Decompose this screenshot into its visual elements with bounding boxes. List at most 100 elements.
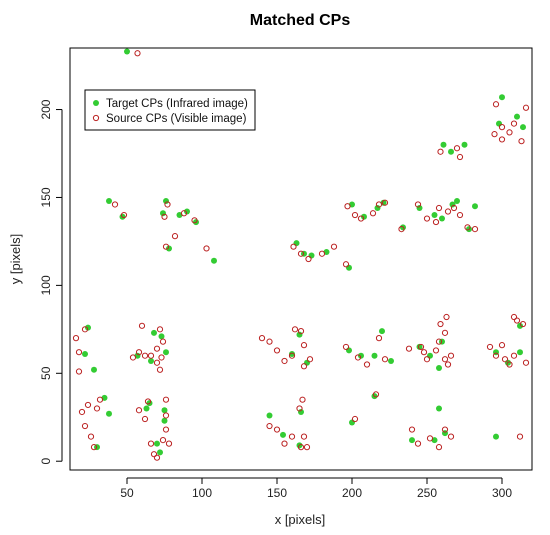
- source-cp-point: [344, 203, 351, 210]
- target-cp-point: [163, 349, 169, 356]
- source-cp-point: [297, 250, 305, 257]
- source-cp-point: [299, 396, 306, 403]
- source-cp-point: [291, 326, 299, 333]
- target-cp-point: [499, 94, 505, 101]
- source-cp-point: [351, 211, 359, 219]
- target-cp-point: [448, 148, 454, 155]
- source-cp-point: [258, 335, 266, 342]
- target-cp-point: [517, 322, 523, 329]
- target-cp-point: [289, 350, 295, 357]
- target-cp-point: [298, 408, 304, 415]
- target-cp-point: [431, 212, 438, 219]
- source-cp-point: [141, 415, 149, 423]
- source-cp-point: [450, 204, 458, 212]
- source-cp-point: [417, 343, 425, 351]
- source-cp-point: [318, 250, 326, 257]
- source-cp-point: [156, 326, 164, 333]
- target-cp-point: [349, 419, 355, 426]
- source-cp-point: [498, 136, 506, 143]
- source-cp-point: [87, 433, 95, 440]
- target-cp-point: [388, 357, 394, 364]
- legend-box: [84, 89, 256, 131]
- target-cp-point: [427, 352, 433, 359]
- target-cp-point: [280, 431, 286, 438]
- source-cp-point: [81, 422, 89, 430]
- target-cp-point: [151, 329, 157, 336]
- x-tick-label: 300: [492, 486, 512, 500]
- source-cp-point: [161, 213, 168, 220]
- source-cp-point: [342, 343, 350, 351]
- x-tick-label: 250: [417, 486, 437, 500]
- source-cp-point: [81, 326, 89, 333]
- x-tick-label: 50: [120, 486, 134, 500]
- source-cp-point: [330, 243, 338, 250]
- source-cp-point: [288, 352, 296, 359]
- target-cp-point: [143, 405, 150, 412]
- target-cp-point: [161, 417, 168, 424]
- source-cp-point: [518, 138, 525, 145]
- source-cp-point: [111, 201, 119, 208]
- source-cp-point: [519, 320, 527, 328]
- y-tick-label: 50: [39, 366, 53, 380]
- target-cp-point: [358, 352, 364, 359]
- target-cp-point: [374, 205, 381, 212]
- source-cp-point: [156, 366, 164, 373]
- target-cp-point: [106, 197, 112, 204]
- source-cp-point: [150, 451, 158, 458]
- source-cp-point: [290, 243, 297, 250]
- source-cp-point: [134, 50, 141, 57]
- source-cp-point: [300, 363, 308, 370]
- source-cp-point: [273, 347, 281, 354]
- source-cp-point: [498, 124, 506, 131]
- source-cp-point: [162, 426, 170, 433]
- source-cp-point: [510, 313, 518, 321]
- source-cp-point: [72, 335, 80, 342]
- source-cp-point: [381, 356, 389, 363]
- x-axis-label: x [pixels]: [275, 512, 326, 527]
- source-cp-point: [147, 352, 155, 359]
- source-cp-point: [305, 255, 312, 263]
- source-cp-point: [414, 440, 422, 447]
- y-tick-label: 0: [39, 458, 53, 465]
- source-cp-point: [375, 201, 383, 208]
- target-cp-point: [346, 347, 352, 354]
- source-cp-point: [453, 145, 461, 152]
- target-cp-point: [106, 410, 112, 417]
- target-cp-point: [409, 437, 415, 444]
- source-cp-point: [510, 352, 518, 359]
- source-cp-point: [501, 356, 509, 363]
- source-cp-point: [162, 243, 170, 250]
- source-cp-point: [464, 224, 471, 231]
- target-cp-point: [371, 352, 378, 359]
- source-cp-point: [441, 426, 449, 433]
- source-cp-point: [354, 354, 362, 361]
- source-cp-point: [153, 359, 161, 366]
- source-cp-point: [165, 440, 173, 447]
- source-cp-point: [398, 226, 405, 233]
- source-cp-point: [351, 415, 359, 423]
- source-cp-point: [180, 210, 188, 217]
- source-cp-point: [159, 338, 167, 345]
- source-cp-point: [447, 433, 455, 440]
- legend-marker-target: [93, 100, 99, 106]
- target-cp-point: [157, 449, 163, 456]
- source-cp-point: [435, 338, 443, 345]
- source-cp-point: [513, 317, 521, 324]
- x-tick-label: 100: [192, 486, 212, 500]
- plot-frame: [69, 47, 533, 471]
- source-cp-point: [300, 433, 308, 440]
- target-cp-point: [184, 208, 190, 215]
- source-cp-point: [296, 405, 303, 412]
- source-cp-point: [443, 313, 450, 321]
- target-cp-point: [91, 366, 97, 373]
- source-cp-point: [435, 204, 443, 212]
- source-cp-point: [510, 120, 518, 127]
- source-cp-point: [408, 426, 416, 433]
- source-cp-point: [432, 347, 440, 354]
- source-cp-point: [516, 433, 524, 440]
- source-cp-point: [405, 345, 413, 352]
- source-cp-point: [492, 352, 500, 359]
- source-cp-point: [162, 396, 170, 403]
- source-cp-point: [138, 322, 146, 329]
- source-cp-point: [491, 131, 498, 138]
